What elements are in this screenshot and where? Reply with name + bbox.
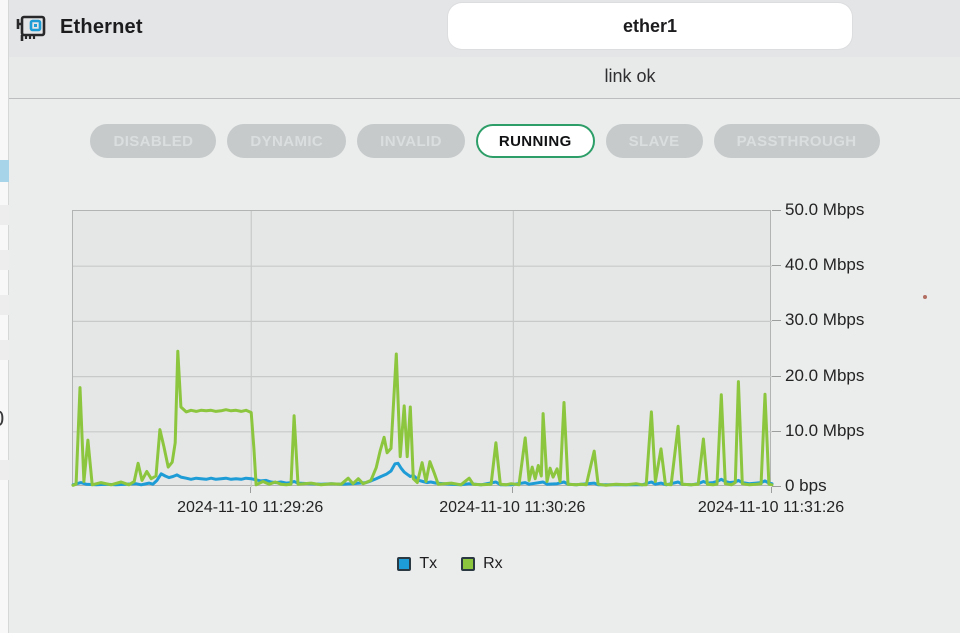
left-strip-row (0, 460, 9, 480)
ethernet-card-icon (16, 15, 46, 41)
stray-pixel-artifact (923, 295, 927, 299)
y-axis-tick (772, 486, 781, 487)
legend-label: Rx (483, 555, 503, 572)
left-strip-row (0, 295, 9, 315)
y-axis-label: 0 bps (785, 476, 827, 495)
status-badge-passthrough: PASSTHROUGH (713, 124, 880, 158)
page-title: Ethernet (60, 16, 143, 38)
chart-legend: Tx Rx (0, 555, 900, 573)
y-axis-tick (772, 265, 781, 267)
legend-item-rx: Rx (461, 555, 503, 573)
status-badge-running: RUNNING (475, 124, 595, 158)
y-axis-label: 50.0 Mbps (785, 200, 865, 219)
x-axis-label: 2024-11-10 11:30:26 (439, 499, 586, 516)
status-badges-row: DISABLED DYNAMIC INVALID RUNNING SLAVE PASSTH… (0, 124, 960, 158)
x-axis-tick (250, 487, 252, 493)
status-badge-disabled: DISABLED (90, 124, 217, 158)
legend-swatch-rx (461, 557, 476, 571)
legend-swatch-tx (397, 557, 412, 571)
status-badge-dynamic: DYNAMIC (227, 124, 347, 158)
y-axis-tick (772, 375, 781, 377)
x-axis-label: 2024-11-10 11:29:26 (177, 499, 324, 516)
x-axis-label: 2024-11-10 11:31:26 (697, 499, 845, 516)
left-strip-row (0, 205, 9, 225)
traffic-chart-plot (71, 210, 774, 487)
y-axis-tick (772, 210, 781, 211)
y-axis-label: 40.0 Mbps (785, 255, 865, 275)
x-axis-tick (771, 487, 772, 493)
y-axis-tick (772, 430, 781, 432)
link-status-bar: link ok (0, 57, 960, 99)
status-badge-invalid: INVALID (357, 124, 465, 158)
left-edge-clipped-panel: 0 (0, 0, 9, 633)
left-strip-selection-band (0, 160, 9, 182)
link-status-text: link ok (604, 66, 656, 86)
interface-name-field[interactable]: ether1 (448, 3, 852, 49)
left-strip-row (0, 340, 9, 360)
legend-item-tx: Tx (397, 555, 437, 573)
y-axis-tick (772, 320, 781, 322)
x-axis-tick (512, 487, 514, 493)
status-badge-slave: SLAVE (605, 124, 703, 158)
legend-label: Tx (419, 555, 438, 572)
traffic-chart-svg (71, 211, 774, 487)
y-axis-label: 30.0 Mbps (785, 310, 865, 330)
left-strip-partial-text: 0 (0, 406, 4, 432)
left-strip-row (0, 250, 9, 270)
y-axis-label: 20.0 Mbps (785, 365, 865, 385)
y-axis-label: 10.0 Mbps (785, 420, 865, 440)
series-line-rx (71, 349, 774, 487)
header-bar: Ethernet ether1 (0, 0, 960, 57)
